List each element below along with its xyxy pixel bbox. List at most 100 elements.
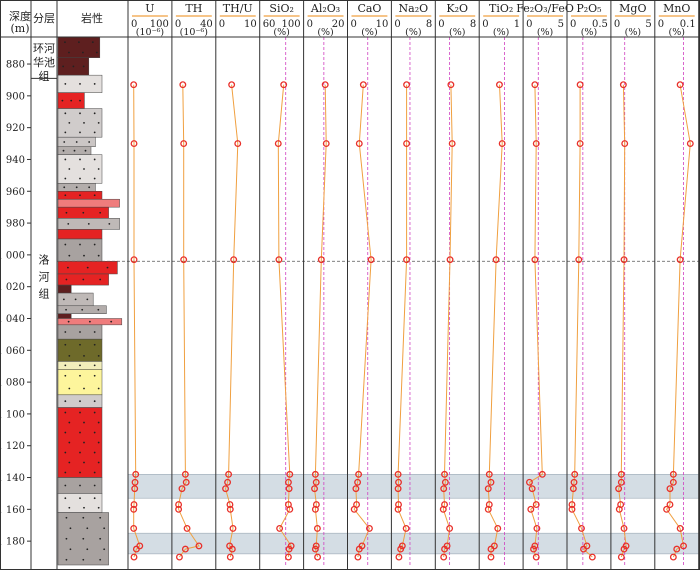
data-point <box>284 478 292 486</box>
data-point <box>225 470 233 478</box>
lithology-dot <box>68 51 70 54</box>
panel-title: MnO <box>663 2 690 15</box>
lithology-bed <box>57 229 103 240</box>
panel-unit: (%) <box>273 27 289 38</box>
data-point <box>569 485 577 493</box>
depth-tick-label: 1 180 <box>0 537 25 548</box>
data-point <box>181 470 189 478</box>
panel-tick-label: 0 <box>482 19 488 30</box>
lithology-dot <box>93 243 96 246</box>
data-point <box>317 256 325 264</box>
lithology-dot <box>93 431 96 434</box>
lithology-bed <box>57 369 103 396</box>
data-point <box>669 553 677 561</box>
data-point <box>182 478 190 486</box>
depth-tick-label: 1 140 <box>0 473 25 484</box>
panel-tick-label: 8 <box>426 19 432 30</box>
data-point <box>311 545 319 553</box>
data-point <box>359 81 367 89</box>
lithology-dot <box>75 141 78 143</box>
panel-unit: (%) <box>537 27 553 38</box>
data-point <box>487 545 495 553</box>
data-point <box>576 81 584 89</box>
data-point <box>314 553 322 561</box>
panel-tick-label: 100 <box>282 19 301 30</box>
panel-tick-label: 100 <box>150 19 169 30</box>
lithology-dot <box>106 266 109 269</box>
panel-unit: (%) <box>449 27 465 38</box>
lithology-dot <box>63 186 66 189</box>
data-point <box>131 485 139 493</box>
data-point <box>132 545 140 553</box>
lithology-dot <box>93 83 96 85</box>
data-point <box>312 478 320 486</box>
lithology-bed <box>57 313 72 319</box>
lithology-dot <box>69 548 72 551</box>
lithology-dot <box>93 400 96 403</box>
lithology-dot <box>79 471 81 474</box>
data-point <box>494 524 502 532</box>
lithology-dot <box>78 41 80 44</box>
lithology-dot <box>103 548 106 551</box>
lithology-dot <box>93 158 96 161</box>
panel-tick-label: 5 <box>645 19 651 30</box>
depth-tick-label: 1 020 <box>0 282 25 293</box>
lithology-dot <box>82 278 85 281</box>
data-point <box>578 524 585 532</box>
panel-unit: (%) <box>625 27 641 38</box>
data-point <box>439 505 447 513</box>
lithology-column <box>57 36 123 566</box>
lithology-dot <box>79 364 81 367</box>
depth-tick-label: 1 120 <box>0 441 25 452</box>
depth-tick-label: 1 160 <box>0 505 25 516</box>
lithology-dot <box>62 65 65 68</box>
lithology-dot <box>81 308 84 311</box>
data-point <box>226 505 234 513</box>
lithology-dot <box>79 484 81 487</box>
layer-header: 分层 <box>33 12 55 25</box>
panel-title: Na₂O <box>399 2 429 15</box>
depth-tick-label: 1 060 <box>0 346 25 357</box>
data-point <box>285 545 293 553</box>
data-point <box>571 470 579 478</box>
lithology-dot <box>93 411 96 414</box>
data-point <box>538 470 546 478</box>
panel-title: U <box>145 2 154 15</box>
data-point <box>234 140 242 148</box>
data-point <box>666 501 674 509</box>
data-point <box>352 485 360 493</box>
panel-tick-label: 10 <box>244 19 257 30</box>
data-point <box>669 478 677 486</box>
lithology-dot <box>65 537 68 540</box>
data-point <box>588 553 596 561</box>
data-point <box>676 256 684 264</box>
panel-tick-label: 10 <box>376 19 389 30</box>
data-point <box>183 524 191 532</box>
data-point <box>484 485 492 493</box>
lithology-dot <box>67 222 70 225</box>
data-point <box>178 485 186 493</box>
lithology-dot <box>93 451 96 454</box>
lithology-dot <box>103 527 106 530</box>
data-point <box>485 470 493 478</box>
lithology-dot <box>79 83 81 85</box>
depth-tick-label: 1 080 <box>0 378 25 389</box>
panel-tick-label: 8 <box>470 19 476 30</box>
lithology-dot <box>97 421 100 424</box>
formation-label: 环河 <box>33 42 55 55</box>
lithology-dot <box>79 194 81 197</box>
lithology-dot <box>83 168 85 170</box>
lithology-dot <box>79 431 81 434</box>
lithology-dot <box>93 374 96 377</box>
lithology-dot <box>84 149 87 152</box>
depth-unit: (m) <box>10 22 29 35</box>
panel-tick-label: 0.5 <box>592 19 608 30</box>
highlight-band <box>127 532 700 555</box>
panel-title: Al₂O₃ <box>310 2 340 15</box>
data-point <box>532 501 540 509</box>
data-point <box>284 553 292 561</box>
data-point <box>275 256 283 264</box>
lithology-dot <box>68 387 71 390</box>
data-point <box>676 81 684 89</box>
